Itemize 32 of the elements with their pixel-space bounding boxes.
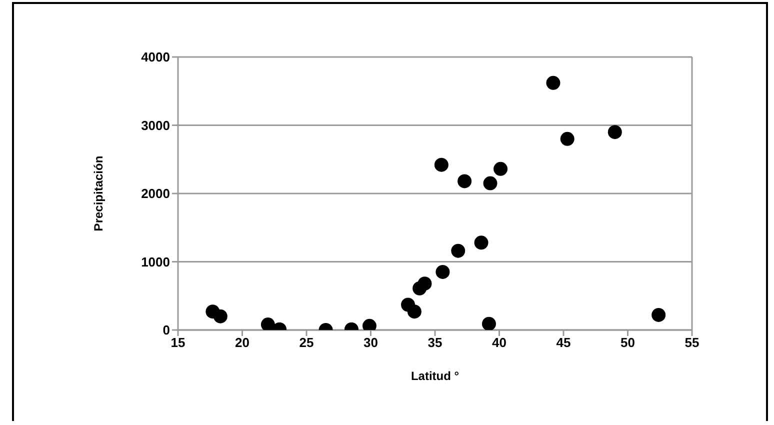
point (482, 316, 496, 330)
point (451, 244, 466, 258)
x-tick-label: 55 (684, 335, 700, 350)
point (213, 309, 228, 324)
y-tick-label: 4000 (141, 50, 170, 65)
y-tick-label: 0 (162, 322, 170, 338)
y-tick-label: 1000 (141, 254, 170, 270)
point (652, 308, 666, 322)
y-tick-label: 3000 (141, 118, 170, 133)
x-tick-label: 40 (492, 335, 506, 350)
y-axis-title: Precipitación (91, 156, 106, 232)
point (560, 132, 574, 146)
point (458, 174, 472, 188)
point (407, 304, 422, 319)
x-tick-label: 35 (428, 335, 442, 350)
point (418, 276, 432, 291)
point (474, 236, 488, 250)
point (260, 318, 275, 330)
point (436, 264, 450, 279)
x-tick-label: 25 (299, 335, 314, 350)
x-tick-label: 30 (364, 335, 378, 350)
point (483, 176, 498, 190)
x-tick-label: 15 (170, 335, 186, 350)
x-tick-label: 50 (620, 335, 635, 350)
x-tick-label: 45 (556, 335, 571, 350)
point (608, 125, 622, 140)
y-tick-label: 2000 (141, 186, 170, 202)
point (494, 162, 508, 176)
x-tick-label: 20 (235, 335, 250, 350)
point (546, 76, 560, 90)
x-axis-title: Latitud ° (410, 369, 460, 383)
point (434, 158, 448, 172)
